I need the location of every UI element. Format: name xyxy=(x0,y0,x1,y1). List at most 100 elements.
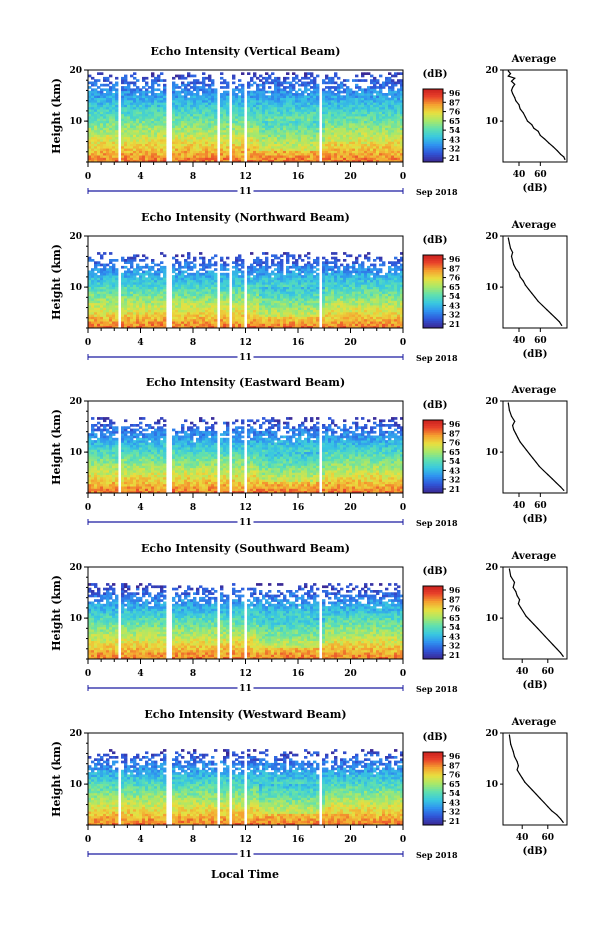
heatmap-cell xyxy=(235,298,238,301)
heatmap-cell xyxy=(250,107,253,110)
heatmap-cell xyxy=(313,107,316,110)
heatmap-cell xyxy=(205,84,208,87)
heatmap-cell xyxy=(127,95,130,98)
heatmap-cell xyxy=(124,266,127,269)
heatmap-cell xyxy=(364,114,367,117)
heatmap-cell xyxy=(133,319,136,322)
heatmap-cell xyxy=(151,109,154,112)
heatmap-cell xyxy=(382,118,385,121)
profile-y-tick-label: 20 xyxy=(485,66,498,76)
heatmap-cell xyxy=(286,141,289,144)
heatmap-cell xyxy=(268,116,271,119)
heatmap-cell xyxy=(277,111,280,114)
heatmap-cell xyxy=(247,314,250,317)
heatmap-cell xyxy=(139,291,142,294)
heatmap-cell xyxy=(193,148,196,151)
heatmap-cell xyxy=(361,134,364,137)
heatmap-cell xyxy=(256,287,259,290)
heatmap-cell xyxy=(181,151,184,154)
heatmap-cell xyxy=(181,134,184,137)
heatmap-cell xyxy=(283,123,286,126)
heatmap-cell xyxy=(91,141,94,144)
heatmap-cell xyxy=(124,128,127,131)
heatmap-cell xyxy=(340,82,343,85)
heatmap-cell xyxy=(337,128,340,131)
heatmap-cell xyxy=(139,153,142,156)
heatmap-cell xyxy=(268,107,271,110)
heatmap-cell xyxy=(223,273,226,276)
heatmap-cell xyxy=(196,130,199,133)
heatmap-cell xyxy=(175,273,178,276)
heatmap-cell xyxy=(298,93,301,96)
heatmap-cell xyxy=(259,130,262,133)
heatmap-cell xyxy=(103,305,106,308)
heatmap-cell xyxy=(157,303,160,306)
heatmap-cell xyxy=(259,323,262,326)
heatmap-cell xyxy=(172,305,175,308)
heatmap-cell xyxy=(388,72,391,75)
heatmap-cell xyxy=(175,254,178,257)
heatmap-cell xyxy=(352,134,355,137)
heatmap-cell xyxy=(289,105,292,108)
heatmap-cell xyxy=(190,287,193,290)
heatmap-cell xyxy=(334,93,337,96)
heatmap-cell xyxy=(367,105,370,108)
heatmap-cell xyxy=(208,109,211,112)
heatmap-cell xyxy=(100,102,103,105)
heatmap-cell xyxy=(151,79,154,82)
heatmap-cell xyxy=(307,98,310,101)
heatmap-cell xyxy=(178,291,181,294)
heatmap-cell xyxy=(181,277,184,280)
heatmap-cell xyxy=(211,114,214,117)
heatmap-cell xyxy=(193,134,196,137)
heatmap-cell xyxy=(226,298,229,301)
heatmap-cell xyxy=(328,100,331,103)
heatmap-cell xyxy=(361,139,364,142)
heatmap-cell xyxy=(187,294,190,297)
heatmap-cell xyxy=(304,77,307,80)
heatmap-cell xyxy=(220,72,223,75)
heatmap-cell xyxy=(322,88,325,91)
heatmap-cell xyxy=(139,282,142,285)
heatmap-cell xyxy=(154,109,157,112)
heatmap-cell xyxy=(232,109,235,112)
heatmap-cell xyxy=(241,111,244,114)
heatmap-cell xyxy=(220,259,223,262)
heatmap-cell xyxy=(88,305,91,308)
heatmap-cell xyxy=(139,123,142,126)
heatmap-cell xyxy=(334,72,337,75)
heatmap-cell xyxy=(175,275,178,278)
heatmap-cell xyxy=(352,141,355,144)
heatmap-cell xyxy=(100,123,103,126)
heatmap-cell xyxy=(352,151,355,154)
heatmap-cell xyxy=(205,116,208,119)
heatmap-cell xyxy=(340,132,343,135)
heatmap-cell xyxy=(223,139,226,142)
heatmap-cell xyxy=(310,105,313,108)
heatmap-cell xyxy=(247,130,250,133)
heatmap-cell xyxy=(325,107,328,110)
heatmap-cell xyxy=(97,307,100,310)
heatmap-cell xyxy=(328,107,331,110)
heatmap-cell xyxy=(100,323,103,326)
heatmap-cell xyxy=(271,121,274,124)
heatmap-cell xyxy=(130,148,133,151)
heatmap-cell xyxy=(250,298,253,301)
heatmap-cell xyxy=(190,111,193,114)
heatmap-cell xyxy=(193,298,196,301)
heatmap-cell xyxy=(175,75,178,78)
heatmap-cell xyxy=(142,86,145,89)
heatmap-cell xyxy=(295,148,298,151)
heatmap-cell xyxy=(331,79,334,82)
heatmap-cell xyxy=(223,287,226,290)
heatmap-cell xyxy=(211,116,214,119)
heatmap-cell xyxy=(307,144,310,147)
heatmap-cell xyxy=(304,134,307,137)
heatmap-cell xyxy=(241,296,244,299)
heatmap-cell xyxy=(130,305,133,308)
heatmap-cell xyxy=(97,93,100,96)
heatmap-cell xyxy=(274,139,277,142)
heatmap-cell xyxy=(238,303,241,306)
heatmap-cell xyxy=(148,314,151,317)
heatmap-cell xyxy=(343,88,346,91)
